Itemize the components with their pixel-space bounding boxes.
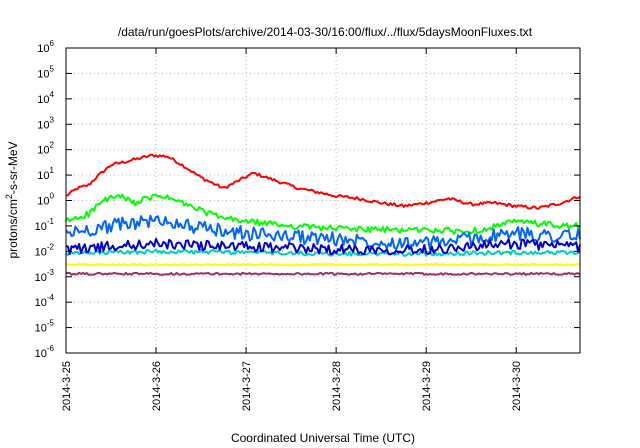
y-axis-label: protons/cm2-s-sr-MeV <box>4 141 20 258</box>
y-tick-label: 105 <box>37 64 54 80</box>
y-tick-label: 10-6 <box>35 344 55 360</box>
y-tick-label: 10-2 <box>35 242 55 258</box>
series-line-2 <box>65 193 581 235</box>
y-tick-label: 10-5 <box>35 319 55 335</box>
x-axis-label: Coordinated Universal Time (UTC) <box>231 431 415 445</box>
series-line-4 <box>65 248 581 257</box>
chart-title: /data/run/goesPlots/archive/2014-03-30/1… <box>118 25 533 39</box>
grid-lines <box>66 48 580 353</box>
series-line-5 <box>65 237 581 256</box>
x-tick-label: 2014-3-25 <box>61 361 73 411</box>
series-line-3 <box>65 214 581 251</box>
y-tick-label: 102 <box>37 141 54 157</box>
x-tick-label: 2014-3-26 <box>151 361 163 411</box>
x-tick-label: 2014-3-27 <box>241 361 253 411</box>
y-tick-label: 100 <box>37 192 54 208</box>
y-tick-label: 104 <box>37 90 54 106</box>
series-layer <box>65 153 581 276</box>
x-tick-label: 2014-3-30 <box>511 361 523 411</box>
y-tick-label: 10-4 <box>35 293 55 309</box>
x-tick-label: 2014-3-29 <box>421 361 433 411</box>
y-tick-label: 10-3 <box>35 268 55 284</box>
y-tick-label: 106 <box>37 39 54 55</box>
y-tick-label: 101 <box>37 166 54 182</box>
y-tick-label: 10-1 <box>35 217 55 233</box>
x-tick-label: 2014-3-28 <box>331 361 343 411</box>
series-line-7 <box>65 271 581 276</box>
series-line-1 <box>65 153 581 210</box>
y-tick-label: 103 <box>37 115 54 131</box>
y-axis: 10-6 10-5 10-4 10-3 10-2 10-1 100 101 102 103 104 1… <box>35 39 580 360</box>
series-line-6 <box>65 262 581 267</box>
x-axis: 2014-3-25 2014-3-26 2014-3-27 2014-3-28 2014… <box>61 48 523 411</box>
